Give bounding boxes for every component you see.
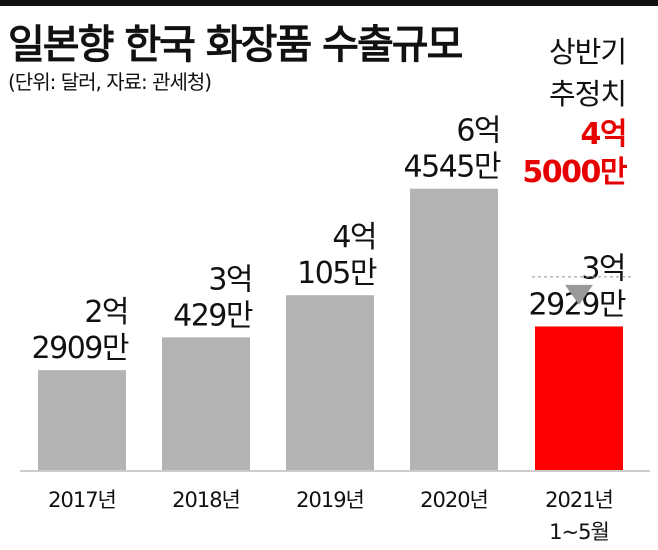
bar-1	[38, 370, 126, 470]
estimate-value-line-1: 4억	[581, 117, 626, 152]
bar-4-value-label-1: 6억	[456, 114, 500, 149]
bar-3	[286, 295, 374, 470]
bar-4	[410, 188, 498, 470]
bar-1-value-label-2: 2909만	[32, 331, 129, 366]
estimate-arrow-icon	[565, 284, 593, 305]
bar-5	[535, 326, 623, 470]
x-tick-label-3-1: 2019년	[296, 488, 364, 512]
chart-title: 일본향 한국 화장품 수출규모	[8, 22, 463, 68]
bar-3-value-label-1: 4억	[332, 220, 376, 255]
x-tick-label-4-1: 2020년	[420, 488, 488, 512]
bar-2-value-label-1: 3억	[208, 262, 252, 297]
bar-2	[162, 337, 250, 470]
bar-5-value-label-1: 3억	[581, 251, 625, 286]
estimate-label-line-2: 추정치	[549, 77, 626, 111]
bar-4-value-label-2: 4545만	[404, 150, 501, 185]
estimate-label-line-1: 상반기	[549, 35, 626, 69]
top-border	[0, 0, 658, 6]
bar-2-value-label-2: 429만	[173, 298, 253, 333]
estimate-value-line-2: 5000만	[522, 155, 627, 190]
bar-3-value-label-2: 105만	[297, 256, 377, 291]
x-tick-label-5-1: 2021년	[545, 488, 613, 512]
x-tick-label-2-1: 2018년	[172, 488, 240, 512]
x-tick-label-1-1: 2017년	[48, 488, 116, 512]
x-tick-label-5-2: 1~5월	[549, 520, 609, 544]
unit-source-note: (단위: 달러, 자료: 관세청)	[8, 70, 212, 94]
bar-1-value-label-1: 2억	[84, 295, 128, 330]
